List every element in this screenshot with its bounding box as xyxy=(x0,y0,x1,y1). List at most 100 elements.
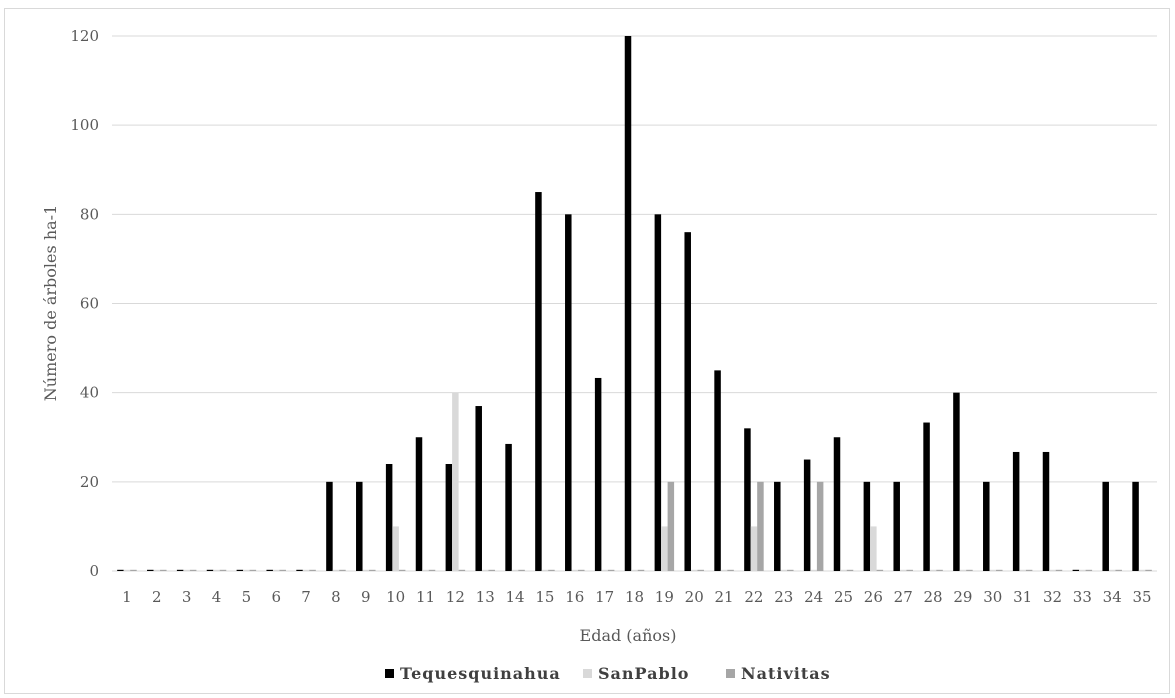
bar xyxy=(219,569,227,571)
bar xyxy=(428,569,436,571)
x-tick-label: 27 xyxy=(894,588,913,606)
bar xyxy=(505,443,512,571)
bar xyxy=(475,406,482,571)
legend-label: SanPablo xyxy=(598,664,689,683)
gridlines xyxy=(112,35,1157,572)
x-tick-label: 18 xyxy=(625,588,644,606)
x-tick-label: 21 xyxy=(715,588,734,606)
x-tick-label: 29 xyxy=(953,588,972,606)
bar xyxy=(899,569,907,571)
bar xyxy=(488,569,495,571)
bar xyxy=(213,569,220,571)
bar xyxy=(415,437,423,571)
x-tick-label: 6 xyxy=(271,588,281,606)
bar xyxy=(339,569,346,571)
bar xyxy=(774,481,781,571)
bar xyxy=(1085,569,1093,571)
bar xyxy=(601,569,608,571)
bar xyxy=(243,569,250,571)
bar xyxy=(637,569,645,571)
x-tick-label: 9 xyxy=(361,588,371,606)
bar xyxy=(684,232,691,571)
legend-swatch xyxy=(726,669,735,678)
bar xyxy=(959,569,967,571)
x-axis-title: Edad (años) xyxy=(580,626,677,645)
bar xyxy=(787,569,794,571)
x-tick-label: 31 xyxy=(1013,588,1032,606)
bar xyxy=(876,569,884,571)
x-tick-label: 30 xyxy=(983,588,1002,606)
bar xyxy=(936,569,943,571)
bar xyxy=(1132,481,1139,571)
bar xyxy=(654,214,662,572)
bar xyxy=(953,392,960,571)
legend-swatch xyxy=(385,669,394,678)
bar xyxy=(183,569,190,571)
bar xyxy=(272,569,280,571)
bar xyxy=(302,569,310,571)
bar xyxy=(810,569,817,571)
bar xyxy=(189,569,197,571)
bar xyxy=(661,526,668,571)
bar xyxy=(332,569,340,571)
x-tick-label: 23 xyxy=(774,588,793,606)
legend: Tequesquinahua SanPablo Nativitas xyxy=(385,664,830,683)
x-tick-label: 13 xyxy=(476,588,495,606)
bar xyxy=(160,569,167,571)
bar xyxy=(720,569,728,571)
bar xyxy=(870,526,877,571)
x-tick-label: 20 xyxy=(685,588,704,606)
bar xyxy=(147,569,154,571)
bar xyxy=(1102,481,1109,571)
bar xyxy=(1012,451,1020,571)
x-tick-label: 15 xyxy=(535,588,554,606)
bar xyxy=(326,481,333,571)
bar xyxy=(362,569,370,571)
bar xyxy=(565,214,572,572)
x-tick-label: 26 xyxy=(864,588,883,606)
y-tick-label: 80 xyxy=(80,205,99,223)
x-tick-label: 11 xyxy=(416,588,435,606)
x-tick-label: 19 xyxy=(655,588,674,606)
bar xyxy=(236,569,244,571)
x-tick-label: 8 xyxy=(331,588,341,606)
bar xyxy=(153,569,161,571)
bar xyxy=(803,459,811,571)
bar xyxy=(697,569,704,571)
bar xyxy=(989,569,997,571)
bar xyxy=(893,481,900,571)
bar xyxy=(1042,451,1050,571)
legend-swatch xyxy=(583,669,592,678)
x-tick-label: 35 xyxy=(1133,588,1152,606)
bar xyxy=(511,569,519,571)
bar xyxy=(750,526,758,571)
bar xyxy=(445,464,453,571)
x-tick-label: 12 xyxy=(446,588,465,606)
x-tick-label: 5 xyxy=(242,588,252,606)
bar xyxy=(1025,569,1033,571)
bar xyxy=(458,569,466,571)
x-tick-label: 34 xyxy=(1103,588,1122,606)
x-tick-label: 2 xyxy=(152,588,162,606)
bar xyxy=(906,569,913,571)
bar xyxy=(117,569,124,571)
x-tick-label: 22 xyxy=(744,588,763,606)
x-tick-label: 3 xyxy=(182,588,192,606)
bar xyxy=(1138,569,1146,571)
bar xyxy=(130,569,137,571)
bar xyxy=(840,569,847,571)
x-tick-label: 7 xyxy=(301,588,311,606)
bar xyxy=(1055,569,1063,571)
bar xyxy=(1145,569,1152,571)
bar xyxy=(631,569,638,571)
x-tick-label: 10 xyxy=(386,588,405,606)
bar xyxy=(1079,569,1086,571)
x-tick-label: 14 xyxy=(506,588,525,606)
bar xyxy=(385,464,393,571)
y-tick-label: 120 xyxy=(70,27,99,45)
x-tick-label: 16 xyxy=(565,588,584,606)
bar xyxy=(624,36,632,571)
x-tick-label: 17 xyxy=(595,588,614,606)
y-tick-label: 100 xyxy=(70,116,99,134)
y-axis-title: Número de árboles ha-1 xyxy=(41,205,60,401)
